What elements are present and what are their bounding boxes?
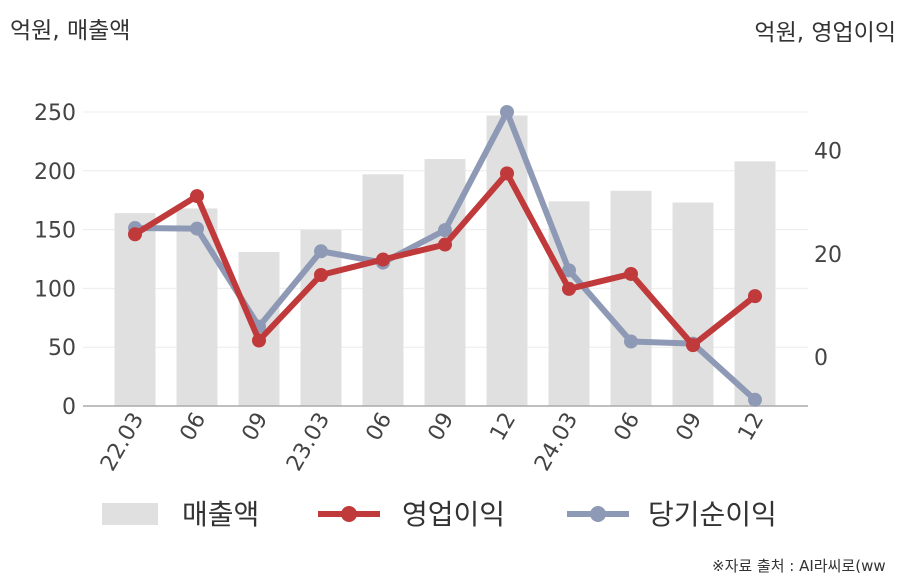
operating-profit-point xyxy=(190,189,204,204)
revenue-bar xyxy=(362,174,404,406)
revenue-bar xyxy=(610,190,652,406)
legend-marker-net-income xyxy=(590,506,606,522)
x-tick-label: 23.03 xyxy=(282,409,335,476)
x-tick-label: 22.03 xyxy=(96,409,149,476)
revenue-bars xyxy=(114,115,776,406)
left-axis-unit: 억원, 매출액 xyxy=(10,18,130,44)
x-tick-label: 09 xyxy=(238,409,274,446)
right-tick-label: 40 xyxy=(814,140,842,165)
profit-lines xyxy=(128,105,762,407)
operating-profit-point xyxy=(748,289,762,304)
left-tick-label: 100 xyxy=(34,277,76,302)
operating-profit-point xyxy=(500,166,514,181)
x-tick-label: 06 xyxy=(362,409,398,446)
operating-profit-point xyxy=(128,227,142,242)
revenue-bar xyxy=(176,208,218,406)
net-income-point xyxy=(438,223,452,238)
legend-label-net-income: 당기순이익 xyxy=(648,498,777,531)
right-axis-ticks: 0 20 40 xyxy=(814,140,842,371)
operating-profit-point xyxy=(686,338,700,353)
right-tick-label: 20 xyxy=(814,243,842,268)
net-income-point xyxy=(748,392,762,407)
x-axis-ticks: 22.03 06 09 23.03 06 09 12 24.03 06 09 12 xyxy=(96,409,769,476)
source-note: ※자료 출처 : AI라씨로(ww xyxy=(712,557,886,575)
left-tick-label: 150 xyxy=(34,219,76,244)
net-income-point xyxy=(562,263,576,278)
operating-profit-point xyxy=(314,267,328,282)
x-tick-label: 06 xyxy=(176,409,212,446)
right-axis-unit: 억원, 영업이익 xyxy=(754,20,896,46)
x-tick-label: 24.03 xyxy=(530,409,583,476)
revenue-bar xyxy=(734,161,776,406)
legend-label-revenue: 매출액 xyxy=(182,498,259,531)
right-tick-label: 0 xyxy=(814,346,828,371)
left-tick-label: 200 xyxy=(34,160,76,185)
x-tick-label: 12 xyxy=(734,409,770,446)
net-income-point xyxy=(314,244,328,259)
operating-profit-point xyxy=(438,237,452,252)
net-income-point xyxy=(624,334,638,349)
net-income-point xyxy=(500,105,514,119)
operating-profit-point xyxy=(624,266,638,281)
x-tick-label: 09 xyxy=(424,409,460,446)
legend-swatch-revenue xyxy=(102,503,158,525)
operating-profit-point xyxy=(252,333,266,348)
revenue-bar xyxy=(672,202,714,406)
x-tick-label: 06 xyxy=(610,409,646,446)
revenue-bar xyxy=(424,159,466,406)
legend: 매출액 영업이익 당기순이익 xyxy=(102,498,777,531)
left-axis-ticks: 0 50 100 150 200 250 xyxy=(34,101,76,420)
x-tick-label: 12 xyxy=(486,409,522,446)
operating-profit-point xyxy=(562,281,576,296)
left-tick-label: 250 xyxy=(34,101,76,126)
revenue-bar xyxy=(300,229,342,406)
x-tick-label: 09 xyxy=(672,409,708,446)
operating-profit-point xyxy=(376,252,390,267)
revenue-bar xyxy=(114,213,156,406)
net-income-point xyxy=(190,221,204,236)
left-tick-label: 0 xyxy=(62,395,76,420)
revenue-bar xyxy=(486,115,528,406)
legend-label-operating-profit: 영업이익 xyxy=(402,498,505,531)
left-tick-label: 50 xyxy=(48,336,76,361)
legend-marker-operating-profit xyxy=(341,506,357,522)
